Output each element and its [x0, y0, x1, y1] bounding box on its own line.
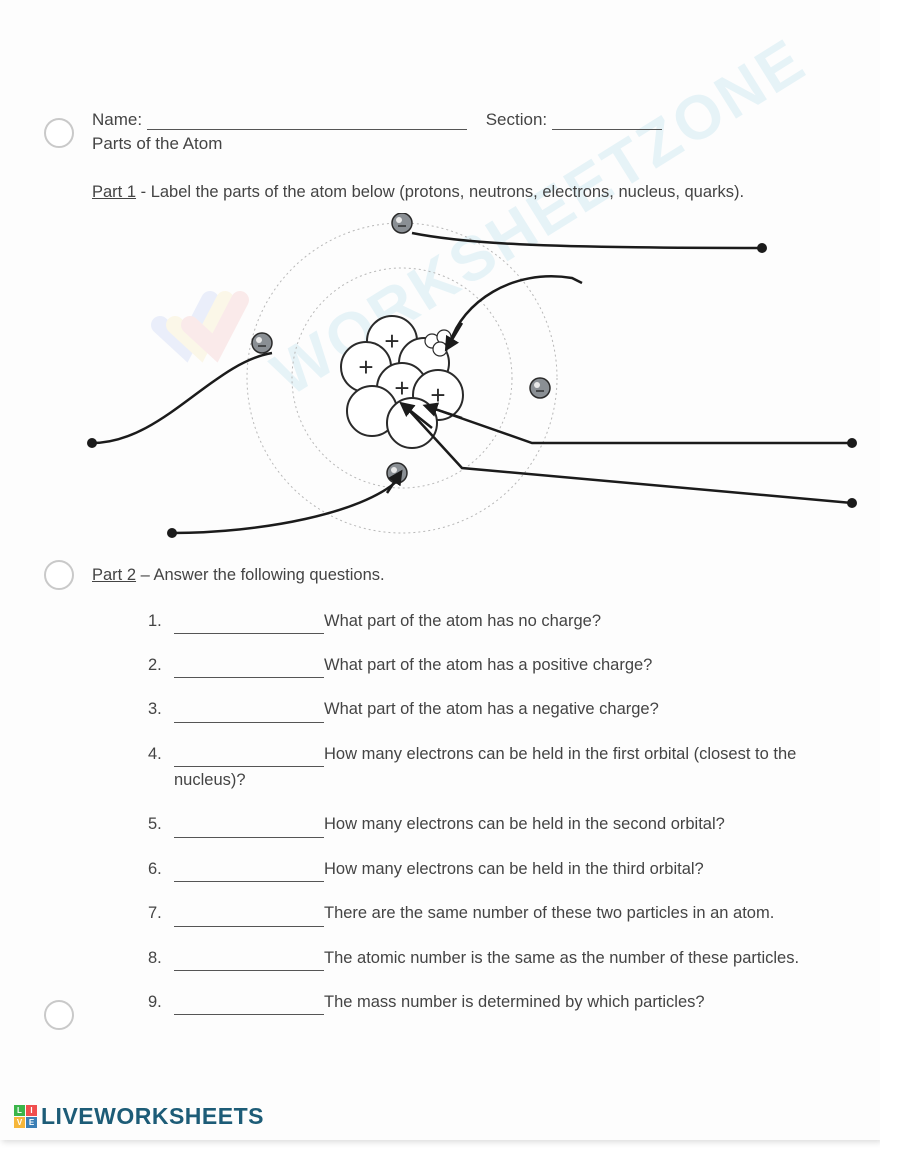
- name-blank[interactable]: [147, 111, 467, 130]
- question-text: The mass number is determined by which p…: [324, 993, 705, 1011]
- question-item: 5. How many electrons can be held in the …: [148, 811, 822, 837]
- answer-blank[interactable]: [174, 705, 324, 722]
- content-area: Name: Section: Parts of the Atom Part 1 …: [92, 110, 822, 1033]
- logo-cell: I: [26, 1105, 37, 1116]
- answer-blank[interactable]: [174, 998, 324, 1015]
- question-text: There are the same number of these two p…: [324, 904, 774, 922]
- question-item: 6. How many electrons can be held in the …: [148, 856, 822, 882]
- logo-cell: V: [14, 1117, 25, 1128]
- question-number: 9.: [148, 989, 174, 1015]
- part2-text: – Answer the following questions.: [136, 566, 385, 584]
- question-item: 9. The mass number is determined by which…: [148, 989, 822, 1015]
- logo-text: LIVEWORKSHEETS: [41, 1103, 264, 1130]
- question-body: What part of the atom has no charge?: [174, 608, 822, 634]
- question-number: 8.: [148, 945, 174, 971]
- question-number: 5.: [148, 811, 174, 837]
- question-item: 1. What part of the atom has no charge?: [148, 608, 822, 634]
- answer-blank[interactable]: [174, 617, 324, 634]
- question-body: What part of the atom has a negative cha…: [174, 696, 822, 722]
- atom-diagram: ++++: [62, 213, 862, 553]
- question-body: The atomic number is the same as the num…: [174, 945, 822, 971]
- answer-blank[interactable]: [174, 865, 324, 882]
- question-item: 8. The atomic number is the same as the n…: [148, 945, 822, 971]
- question-text: How many electrons can be held in the th…: [324, 860, 704, 878]
- question-number: 1.: [148, 608, 174, 634]
- section-blank[interactable]: [552, 111, 662, 130]
- question-body: What part of the atom has a positive cha…: [174, 652, 822, 678]
- question-item: 4.How many electrons can be held in the …: [148, 741, 822, 794]
- question-item: 7. There are the same number of these two…: [148, 900, 822, 926]
- question-body: The mass number is determined by which p…: [174, 989, 822, 1015]
- answer-blank[interactable]: [174, 909, 324, 926]
- question-body: There are the same number of these two p…: [174, 900, 822, 926]
- binder-hole: [44, 1000, 74, 1030]
- question-number: 3.: [148, 696, 174, 722]
- question-body: How many electrons can be held in the se…: [174, 811, 822, 837]
- logo-grid-icon: LIVE: [14, 1105, 37, 1128]
- page-edge: [880, 0, 900, 1164]
- section-label: Section:: [486, 110, 547, 129]
- name-label: Name:: [92, 110, 142, 129]
- question-text: The atomic number is the same as the num…: [324, 949, 799, 967]
- header-row: Name: Section:: [92, 110, 822, 130]
- question-text: What part of the atom has no charge?: [324, 612, 601, 630]
- worksheet-title: Parts of the Atom: [92, 134, 822, 154]
- question-item: 2. What part of the atom has a positive c…: [148, 652, 822, 678]
- question-text: What part of the atom has a negative cha…: [324, 700, 659, 718]
- question-number: 7.: [148, 900, 174, 926]
- worksheet-page: WORKSHEETZONE Name: Section: Parts of th…: [0, 0, 880, 1140]
- question-item: 3. What part of the atom has a negative c…: [148, 696, 822, 722]
- part2-intro: Part 2 – Answer the following questions.: [92, 563, 822, 588]
- part1-label: Part 1: [92, 183, 136, 201]
- question-list: 1. What part of the atom has no charge? 2.…: [92, 608, 822, 1016]
- part1-intro: Part 1 - Label the parts of the atom bel…: [92, 180, 822, 205]
- logo-cell: E: [26, 1117, 37, 1128]
- svg-text:+: +: [430, 380, 445, 410]
- question-number: 4.: [148, 741, 174, 767]
- logo-cell: L: [14, 1105, 25, 1116]
- answer-blank[interactable]: [174, 661, 324, 678]
- answer-blank[interactable]: [174, 954, 324, 971]
- question-body: How many electrons can be held in the th…: [174, 856, 822, 882]
- svg-text:+: +: [358, 352, 373, 382]
- question-text: What part of the atom has a positive cha…: [324, 656, 652, 674]
- question-body: How many electrons can be held in the fi…: [174, 741, 822, 794]
- binder-hole: [44, 118, 74, 148]
- part2-label: Part 2: [92, 566, 136, 584]
- footer-logo: LIVE LIVEWORKSHEETS: [14, 1103, 264, 1130]
- answer-blank[interactable]: [174, 821, 324, 838]
- question-number: 6.: [148, 856, 174, 882]
- question-text: How many electrons can be held in the se…: [324, 815, 725, 833]
- answer-blank[interactable]: [174, 750, 324, 767]
- binder-hole: [44, 560, 74, 590]
- part1-text: - Label the parts of the atom below (pro…: [136, 183, 744, 201]
- question-number: 2.: [148, 652, 174, 678]
